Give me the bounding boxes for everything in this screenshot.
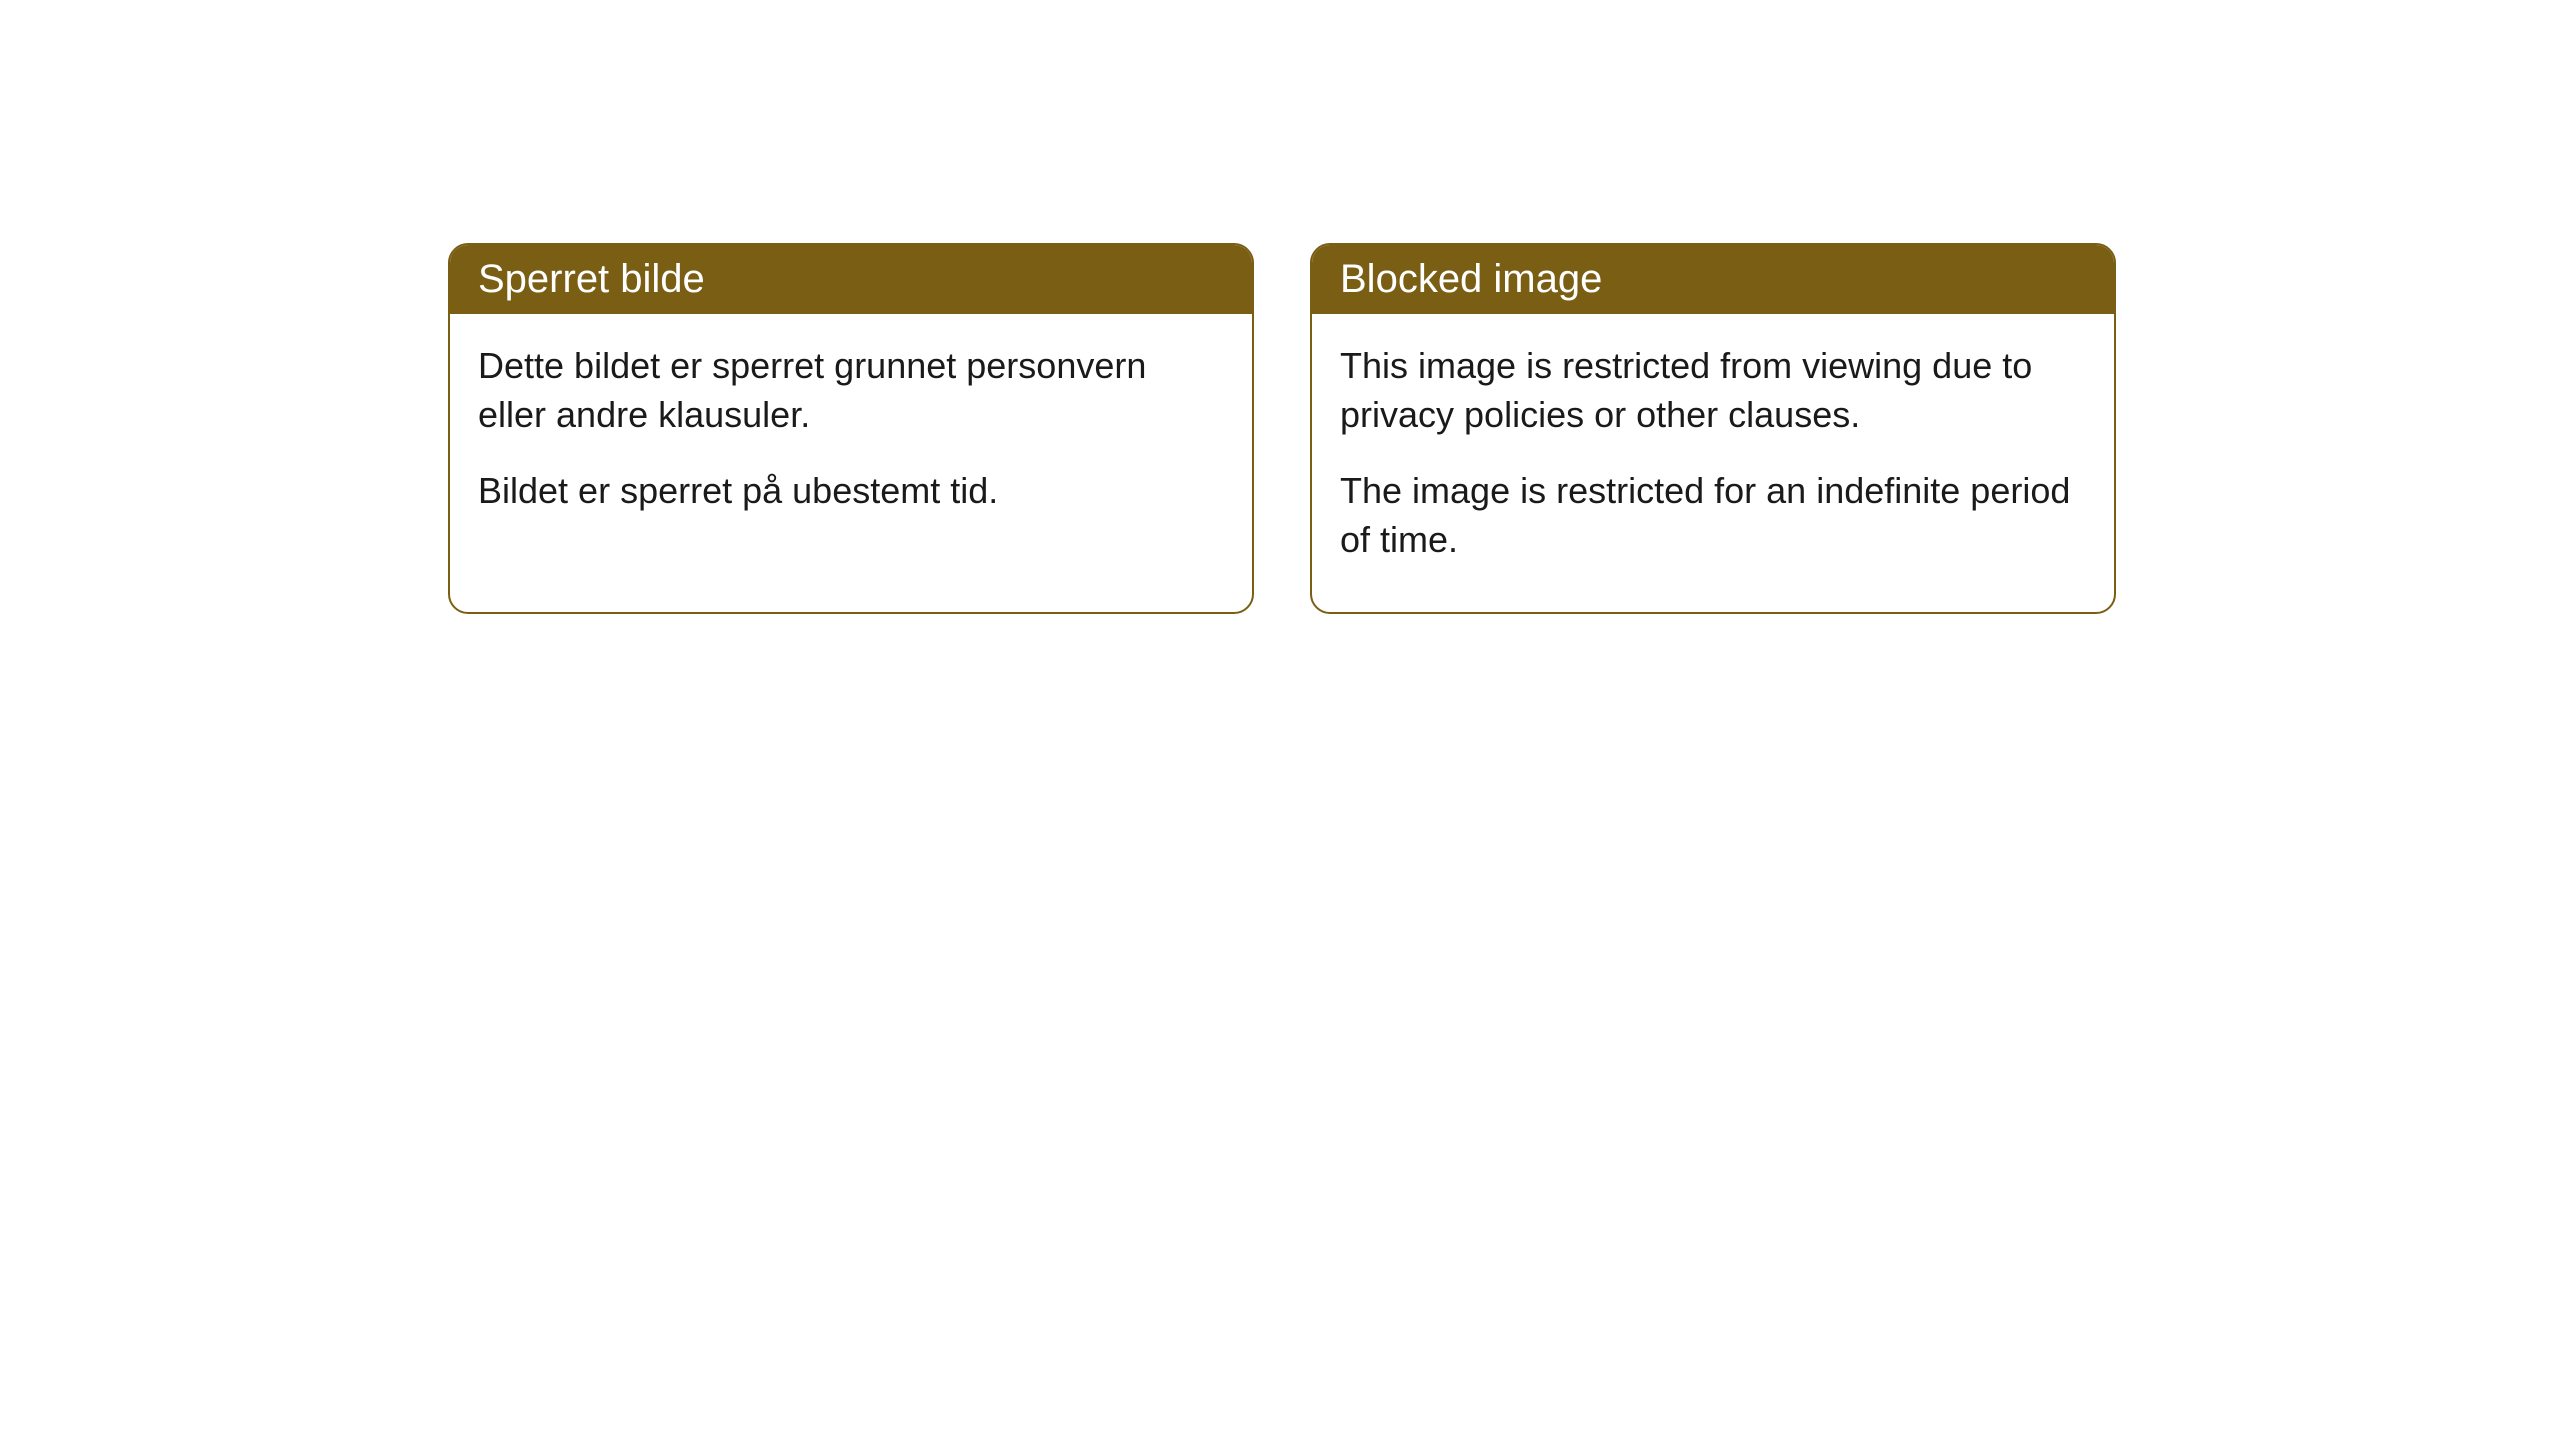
card-paragraph-2-norwegian: Bildet er sperret på ubestemt tid. bbox=[478, 467, 1224, 516]
card-paragraph-1-english: This image is restricted from viewing du… bbox=[1340, 342, 2086, 439]
card-header-norwegian: Sperret bilde bbox=[450, 245, 1252, 314]
card-body-norwegian: Dette bildet er sperret grunnet personve… bbox=[450, 314, 1252, 564]
card-title-norwegian: Sperret bilde bbox=[478, 257, 705, 301]
card-paragraph-2-english: The image is restricted for an indefinit… bbox=[1340, 467, 2086, 564]
card-header-english: Blocked image bbox=[1312, 245, 2114, 314]
card-body-english: This image is restricted from viewing du… bbox=[1312, 314, 2114, 612]
card-paragraph-1-norwegian: Dette bildet er sperret grunnet personve… bbox=[478, 342, 1224, 439]
cards-container: Sperret bilde Dette bildet er sperret gr… bbox=[448, 243, 2116, 614]
card-norwegian: Sperret bilde Dette bildet er sperret gr… bbox=[448, 243, 1254, 614]
card-title-english: Blocked image bbox=[1340, 257, 1602, 301]
card-english: Blocked image This image is restricted f… bbox=[1310, 243, 2116, 614]
